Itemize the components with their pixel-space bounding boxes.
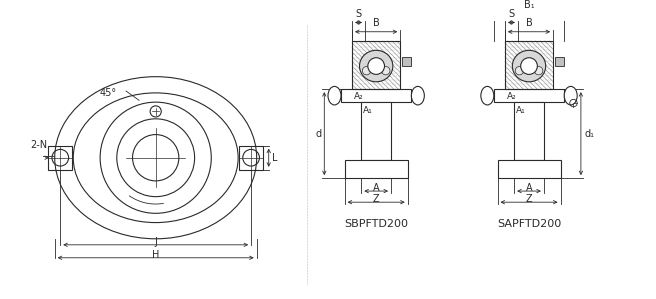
Bar	[505, 41, 553, 89]
Text: SAPFTD200: SAPFTD200	[497, 219, 561, 229]
Text: A₁: A₁	[363, 106, 373, 115]
Ellipse shape	[481, 86, 494, 105]
Ellipse shape	[512, 50, 546, 82]
Ellipse shape	[411, 86, 424, 105]
Ellipse shape	[368, 58, 384, 74]
Text: Z: Z	[525, 194, 532, 204]
Text: S: S	[356, 9, 361, 19]
Bar	[494, 89, 564, 102]
Bar	[352, 41, 400, 89]
Text: Z: Z	[373, 194, 379, 204]
Text: SBPFTD200: SBPFTD200	[344, 219, 408, 229]
Ellipse shape	[521, 58, 537, 74]
Bar	[402, 57, 411, 66]
Text: 2-N: 2-N	[30, 140, 47, 150]
Bar	[555, 57, 564, 66]
Ellipse shape	[535, 66, 543, 75]
Bar	[361, 102, 391, 160]
Text: B: B	[373, 18, 380, 28]
Text: A₂: A₂	[354, 92, 363, 101]
Text: d₁: d₁	[584, 129, 594, 139]
Ellipse shape	[382, 66, 390, 75]
Ellipse shape	[328, 86, 341, 105]
Text: A₂: A₂	[507, 92, 516, 101]
Text: J: J	[154, 237, 157, 247]
Text: B: B	[525, 18, 533, 28]
Text: A: A	[373, 183, 379, 193]
Bar	[239, 146, 263, 170]
Ellipse shape	[359, 50, 393, 82]
Text: 45°: 45°	[100, 88, 117, 98]
Text: A: A	[525, 183, 532, 193]
Ellipse shape	[515, 66, 523, 75]
Bar	[344, 160, 407, 178]
Bar	[49, 146, 72, 170]
Text: A₁: A₁	[516, 106, 526, 115]
Text: H: H	[152, 250, 159, 260]
Ellipse shape	[362, 66, 371, 75]
Ellipse shape	[564, 86, 577, 105]
Text: L: L	[272, 153, 278, 163]
Text: d: d	[316, 129, 321, 139]
Text: S: S	[508, 9, 514, 19]
Bar	[497, 160, 560, 178]
Bar	[514, 102, 544, 160]
Text: B₁: B₁	[523, 0, 535, 10]
Bar	[341, 89, 411, 102]
